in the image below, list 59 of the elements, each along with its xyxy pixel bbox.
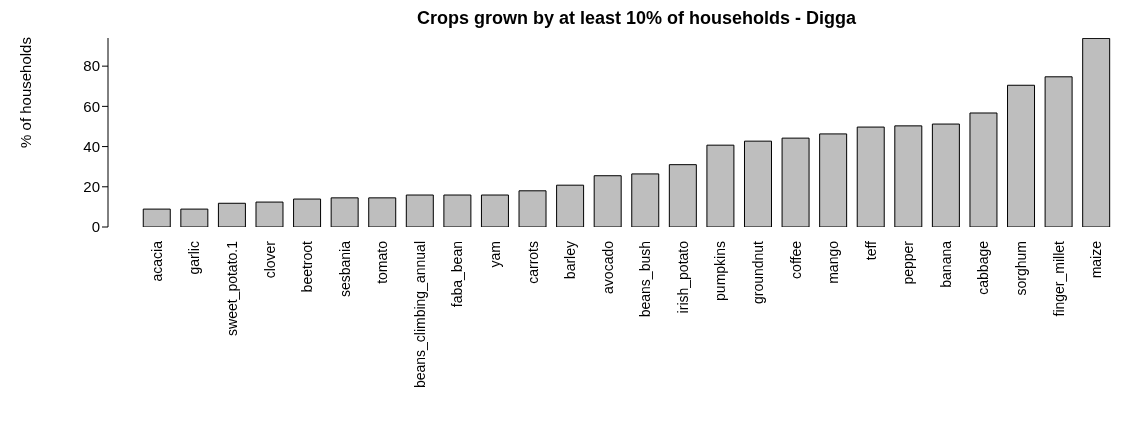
x-tick-label: beans_climbing_annual [411,241,428,389]
x-tick-label: carrots [524,241,541,284]
bar [330,197,359,227]
bar [217,202,246,227]
y-axis-title: % of households [17,37,35,148]
bar [405,194,434,227]
bar [969,112,998,227]
bar [142,208,171,227]
bar [781,137,810,227]
x-tick-label: pepper [900,240,917,285]
x-tick-label: cabbage [975,240,992,295]
x-tick-label: teff [862,240,879,261]
x-tick-label: barley [562,241,579,280]
x-tick-label: clover [261,240,278,279]
bar [931,123,960,227]
bar [1044,76,1073,227]
x-tick-label: mango [825,240,842,284]
x-tick-label: sweet_potato.1 [223,240,240,336]
x-tick-label: pumpkins [712,241,729,301]
bar [255,201,284,227]
bar [706,144,735,227]
y-tick-label: 40 [83,137,100,155]
y-tick-label: 80 [83,57,100,75]
x-tick-label: garlic [186,241,203,275]
bar [180,208,209,227]
x-tick-label: avocado [599,240,616,294]
bar [556,184,585,227]
y-tick-label: 0 [91,218,100,236]
bar [1082,38,1111,227]
x-tick-label: acacia [148,240,165,282]
x-tick-label: maize [1088,240,1105,279]
x-tick-label: beans_bush [637,241,654,318]
bar [368,197,397,227]
bar [443,194,472,227]
chart-title: Crops grown by at least 10% of households - Digga [415,8,858,30]
x-tick-label: faba_bean [449,241,466,308]
x-tick-label: banana [937,240,954,288]
bar [480,194,509,227]
bar [743,140,772,227]
x-tick-label: sesbania [336,240,353,298]
bar [293,198,322,227]
x-tick-label: beetroot [299,240,316,293]
y-tick-label: 60 [83,97,100,115]
bar [819,133,848,227]
bar [894,125,923,227]
x-tick-label: yam [486,241,503,268]
bar [668,164,697,227]
x-tick-label: groundnut [750,240,767,305]
x-tick-label: coffee [787,240,804,279]
x-tick-label: irish_potato [674,240,691,314]
x-tick-label: tomato [374,240,391,284]
y-tick-label: 20 [83,178,100,196]
x-tick-label: sorghum [1013,241,1030,296]
bar [856,126,885,227]
bar [593,175,622,227]
x-tick-label: finger_millet [1050,240,1067,317]
bar [631,173,660,227]
bar [1007,84,1036,227]
bar [518,190,547,227]
